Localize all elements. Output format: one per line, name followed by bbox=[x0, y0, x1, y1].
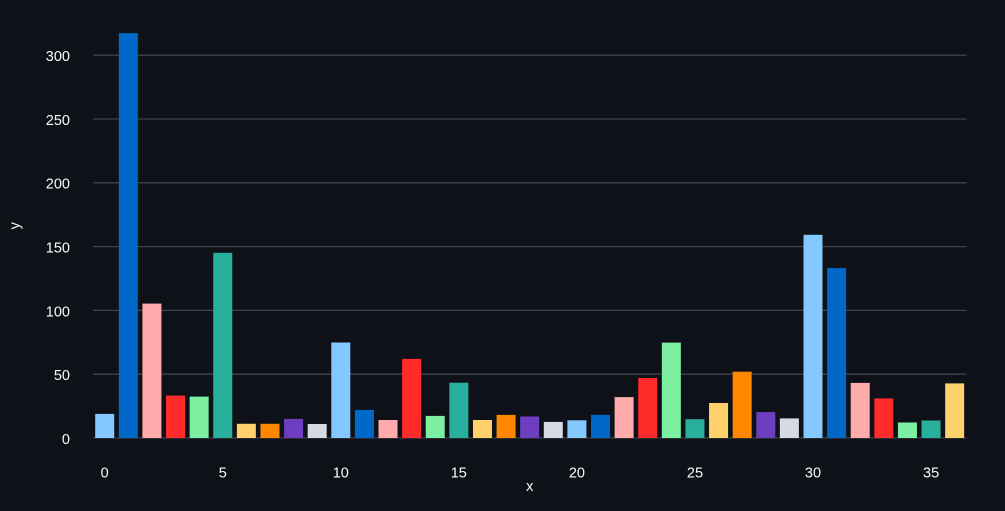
svg-text:15: 15 bbox=[451, 466, 467, 482]
svg-text:25: 25 bbox=[687, 466, 703, 482]
svg-text:20: 20 bbox=[569, 466, 585, 482]
svg-text:35: 35 bbox=[923, 466, 939, 482]
svg-text:150: 150 bbox=[46, 241, 70, 257]
svg-text:0: 0 bbox=[101, 466, 109, 482]
svg-text:30: 30 bbox=[805, 466, 821, 482]
svg-text:5: 5 bbox=[219, 466, 227, 482]
svg-text:100: 100 bbox=[46, 304, 70, 320]
svg-text:10: 10 bbox=[333, 466, 349, 482]
svg-text:0: 0 bbox=[62, 432, 70, 448]
svg-text:y: y bbox=[8, 221, 24, 229]
svg-text:200: 200 bbox=[46, 177, 70, 193]
svg-text:x: x bbox=[526, 479, 534, 495]
svg-text:50: 50 bbox=[54, 368, 70, 384]
svg-text:250: 250 bbox=[46, 113, 70, 129]
svg-text:300: 300 bbox=[46, 49, 70, 65]
